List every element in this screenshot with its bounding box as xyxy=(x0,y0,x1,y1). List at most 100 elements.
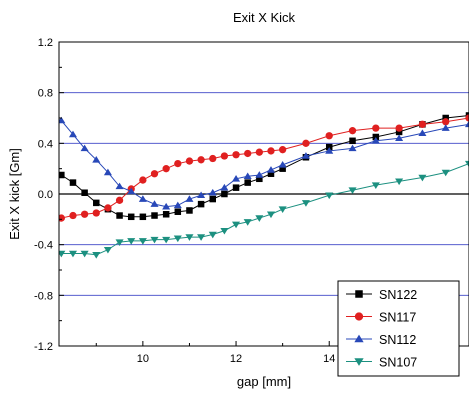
data-point-sn117 xyxy=(302,139,310,147)
data-point-sn122 xyxy=(127,213,135,221)
data-point-sn122 xyxy=(59,171,65,179)
data-point-sn107 xyxy=(266,211,276,219)
data-point-sn117 xyxy=(348,127,357,135)
data-point-sn112 xyxy=(197,191,206,199)
series-sn117 xyxy=(59,114,469,222)
data-point-sn122 xyxy=(69,179,77,186)
data-point-sn112 xyxy=(255,171,264,178)
data-point-sn117 xyxy=(197,156,205,164)
data-point-sn117 xyxy=(267,147,275,155)
data-point-sn122 xyxy=(267,170,275,177)
y-tick-label: -1.2 xyxy=(34,341,53,353)
series-line-sn112 xyxy=(60,120,469,208)
y-axis-label: Exit X kick [Gm] xyxy=(7,148,22,240)
data-point-sn122 xyxy=(197,200,205,208)
data-point-sn112 xyxy=(395,134,404,142)
data-point-sn112 xyxy=(173,201,182,209)
data-point-sn107 xyxy=(208,231,217,239)
data-point-sn112 xyxy=(266,166,276,173)
data-point-sn112 xyxy=(80,144,89,152)
data-point-sn117 xyxy=(325,132,333,140)
y-tick-label: 0.8 xyxy=(38,88,53,100)
data-point-sn122 xyxy=(81,189,88,196)
data-point-sn117 xyxy=(174,159,182,168)
data-point-sn117 xyxy=(465,114,469,122)
data-point-sn117 xyxy=(372,124,380,132)
data-point-sn112 xyxy=(441,124,450,131)
data-point-sn122 xyxy=(349,137,356,145)
x-axis-label: gap [mm] xyxy=(237,374,291,389)
data-point-sn112 xyxy=(220,183,229,191)
data-point-sn112 xyxy=(150,200,159,207)
data-point-sn107 xyxy=(197,234,206,241)
y-tick-label: -0.4 xyxy=(34,240,53,252)
y-tick-label: 1.2 xyxy=(38,37,53,49)
data-point-sn107 xyxy=(92,252,101,259)
data-point-sn107 xyxy=(301,200,310,207)
legend-marker-sn112 xyxy=(354,334,364,343)
data-point-sn112 xyxy=(232,174,241,182)
data-point-sn117 xyxy=(244,149,252,158)
data-point-sn107 xyxy=(441,169,450,177)
data-point-sn117 xyxy=(69,211,77,220)
legend-label-sn122: SN122 xyxy=(379,288,417,302)
y-tick-label: 0.4 xyxy=(38,138,53,150)
data-point-sn117 xyxy=(104,204,112,212)
data-point-sn112 xyxy=(92,155,101,163)
data-point-sn112 xyxy=(138,195,147,202)
data-point-sn112 xyxy=(185,195,194,202)
data-point-sn107 xyxy=(127,238,136,245)
series-sn112 xyxy=(59,116,469,210)
data-point-sn107 xyxy=(348,187,357,195)
data-point-sn112 xyxy=(115,182,124,190)
data-point-sn122 xyxy=(221,190,228,198)
data-point-sn122 xyxy=(174,208,182,215)
data-point-sn117 xyxy=(255,148,263,156)
series-layer xyxy=(59,112,469,259)
data-point-sn107 xyxy=(325,192,334,200)
data-point-sn107 xyxy=(115,239,124,246)
data-point-sn122 xyxy=(162,211,170,218)
data-point-sn117 xyxy=(395,124,403,132)
legend-marker-sn107 xyxy=(354,358,364,366)
chart-title: Exit X Kick xyxy=(233,10,296,25)
data-point-sn117 xyxy=(278,146,287,154)
data-point-sn107 xyxy=(278,206,287,214)
data-point-sn117 xyxy=(150,170,159,178)
legend-label-sn107: SN107 xyxy=(379,356,417,370)
data-point-sn112 xyxy=(68,130,78,138)
data-point-sn112 xyxy=(418,129,427,136)
data-point-sn122 xyxy=(395,128,403,136)
x-tick-label: 14 xyxy=(323,353,335,365)
data-point-sn117 xyxy=(418,120,427,128)
legend-label-sn112: SN112 xyxy=(379,333,416,347)
data-point-sn107 xyxy=(464,160,469,168)
data-point-sn112 xyxy=(464,120,469,128)
data-point-sn107 xyxy=(59,250,66,258)
series-sn107 xyxy=(59,160,469,259)
data-point-sn122 xyxy=(442,114,449,122)
data-point-sn117 xyxy=(139,176,147,184)
data-point-sn107 xyxy=(68,250,78,258)
data-point-sn112 xyxy=(103,168,112,176)
series-line-sn117 xyxy=(61,117,469,219)
data-point-sn112 xyxy=(371,136,380,144)
y-tick-label: 0.0 xyxy=(38,189,53,201)
legend: SN122 SN117 SN112 SN107 xyxy=(337,280,460,377)
data-point-sn112 xyxy=(162,202,171,210)
data-point-sn107 xyxy=(162,236,171,244)
data-point-sn107 xyxy=(395,178,404,186)
data-point-sn122 xyxy=(279,165,286,172)
series-line-sn122 xyxy=(61,114,469,218)
data-point-sn107 xyxy=(150,236,159,244)
data-point-sn117 xyxy=(162,165,170,173)
data-point-sn112 xyxy=(348,144,357,152)
data-point-sn112 xyxy=(278,161,287,168)
legend-marker-sn122 xyxy=(355,290,363,298)
data-point-sn122 xyxy=(139,213,147,221)
data-point-sn117 xyxy=(59,214,65,222)
data-point-sn117 xyxy=(185,157,194,165)
data-point-sn107 xyxy=(371,182,380,189)
data-point-sn122 xyxy=(209,195,216,203)
